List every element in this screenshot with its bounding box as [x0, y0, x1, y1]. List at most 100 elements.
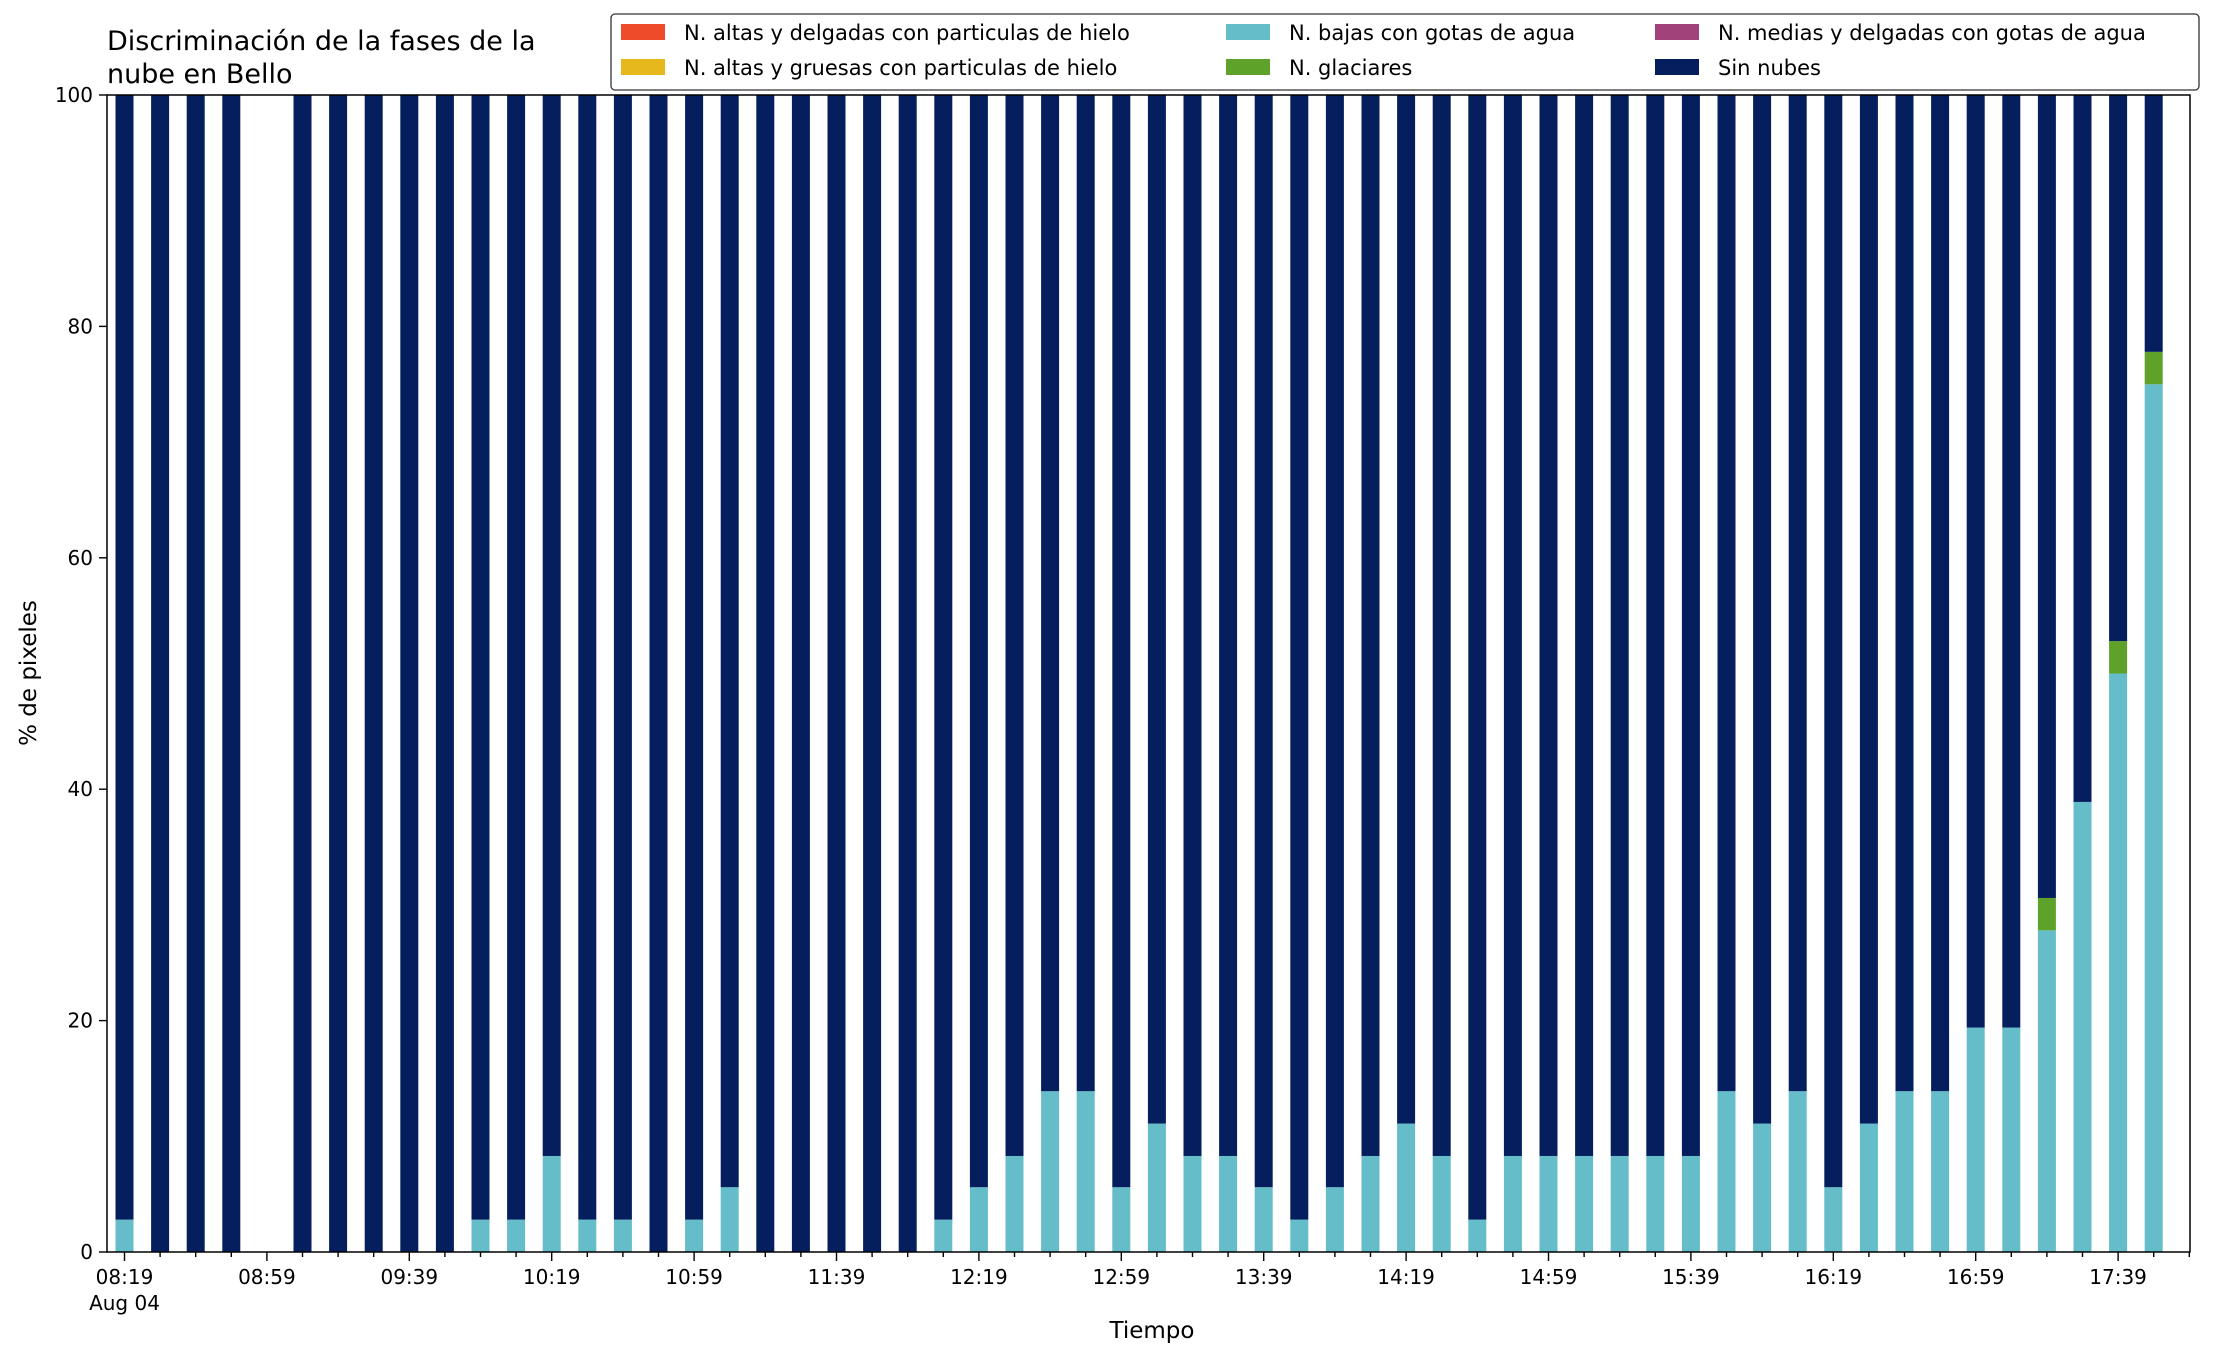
legend-swatch-2: [1226, 24, 1270, 40]
x-tick-label-0: 08:19: [96, 1265, 154, 1289]
legend-label-4: N. medias y delgadas con gotas de agua: [1718, 21, 2146, 45]
x-tick-label-5: 11:39: [808, 1265, 866, 1289]
bar-segment-44-s5: [1681, 95, 1700, 1156]
legend-label-2: N. bajas con gotas de agua: [1289, 21, 1575, 45]
bar-segment-0-s2: [115, 1219, 134, 1252]
bar-segment-24-s2: [969, 1187, 988, 1252]
bar-segment-10-s2: [471, 1219, 490, 1252]
bar-segment-39-s5: [1503, 95, 1522, 1156]
bar-segment-32-s2: [1254, 1187, 1273, 1252]
bar-segment-26-s2: [1041, 1091, 1060, 1252]
bar-segment-2-s5: [186, 95, 205, 1252]
bar-segment-54-s3: [2037, 897, 2056, 931]
bar-segment-6-s5: [329, 95, 348, 1252]
bar-segment-34-s2: [1325, 1187, 1344, 1252]
bar-segment-16-s5: [685, 95, 704, 1220]
bar-segment-12-s5: [542, 95, 561, 1156]
bar-segment-47-s2: [1788, 1091, 1807, 1252]
bar-segment-25-s2: [1005, 1155, 1024, 1252]
x-axis-label: Tiempo: [1109, 1318, 1195, 1344]
legend-label-3: N. glaciares: [1289, 56, 1412, 80]
bar-segment-17-s2: [720, 1187, 739, 1252]
bar-segment-33-s2: [1290, 1219, 1309, 1252]
bar-segment-27-s2: [1076, 1091, 1095, 1252]
bar-segment-57-s3: [2144, 351, 2163, 385]
bar-segment-18-s5: [756, 95, 775, 1252]
bar-segment-0-s5: [115, 95, 134, 1220]
bar-segment-42-s2: [1610, 1155, 1629, 1252]
bar-segment-41-s5: [1575, 95, 1594, 1156]
bar-segment-55-s2: [2073, 801, 2092, 1252]
bar-segment-34-s5: [1325, 95, 1344, 1188]
bar-segment-51-s2: [1931, 1091, 1950, 1252]
bar-segment-17-s5: [720, 95, 739, 1188]
bar-segment-56-s2: [2109, 673, 2128, 1252]
bar-segment-30-s5: [1183, 95, 1202, 1156]
bar-segment-39-s2: [1503, 1155, 1522, 1252]
bar-segment-49-s5: [1859, 95, 1878, 1124]
bar-segment-53-s5: [2002, 95, 2021, 1028]
bar-segment-43-s5: [1646, 95, 1665, 1156]
plot-frame: [106, 94, 2191, 1253]
x-axis: 08:19 08:59 09:39 10:19 10:59 11:39 12:19 12:59…: [89, 1252, 2191, 1315]
bar-segment-51-s5: [1931, 95, 1950, 1092]
bar-segment-40-s2: [1539, 1155, 1558, 1252]
bar-segment-46-s2: [1753, 1123, 1772, 1252]
bar-segment-5-s5: [293, 95, 312, 1252]
x-tick-label-11: 15:39: [1662, 1265, 1720, 1289]
bar-segment-25-s5: [1005, 95, 1024, 1156]
bar-segment-56-s5: [2109, 95, 2128, 642]
bar-segment-33-s5: [1290, 95, 1309, 1220]
bar-segment-43-s2: [1646, 1155, 1665, 1252]
bar-segment-14-s2: [613, 1219, 632, 1252]
x-tick-label-12: 16:19: [1804, 1265, 1862, 1289]
y-axis-label: % de pixeles: [16, 600, 42, 746]
x-tick-label-3: 10:19: [523, 1265, 581, 1289]
bar-segment-52-s2: [1966, 1027, 1985, 1252]
bar-segment-30-s2: [1183, 1155, 1202, 1252]
bar-segment-48-s5: [1824, 95, 1843, 1188]
bar-segment-28-s5: [1112, 95, 1131, 1188]
bar-segment-14-s5: [613, 95, 632, 1220]
bar-segment-3-s5: [222, 95, 241, 1252]
bar-segment-46-s5: [1753, 95, 1772, 1124]
bar-segment-53-s2: [2002, 1027, 2021, 1252]
bar-segment-36-s2: [1397, 1123, 1416, 1252]
x-tick-label-14: 17:39: [2089, 1265, 2147, 1289]
bar-segment-32-s5: [1254, 95, 1273, 1188]
legend-label-5: Sin nubes: [1718, 56, 1821, 80]
bar-segment-48-s2: [1824, 1187, 1843, 1252]
bar-segment-27-s5: [1076, 95, 1095, 1092]
bar-segment-23-s5: [934, 95, 953, 1220]
bar-segment-31-s2: [1219, 1155, 1238, 1252]
y-tick-label-1: 20: [68, 1009, 93, 1033]
bar-segment-15-s5: [649, 95, 668, 1252]
legend-swatch-3: [1226, 59, 1270, 75]
x-tick-label-10: 14:59: [1520, 1265, 1578, 1289]
y-tick-label-2: 40: [68, 777, 93, 801]
legend-swatch-5: [1655, 59, 1699, 75]
legend: N. altas y delgadas con particulas de hi…: [610, 13, 2200, 91]
bar-segment-9-s5: [435, 95, 454, 1252]
legend-swatch-1: [621, 59, 665, 75]
bar-segment-12-s2: [542, 1155, 561, 1252]
x-tick-label-13: 16:59: [1947, 1265, 2005, 1289]
bar-segment-26-s5: [1041, 95, 1060, 1092]
bar-segment-22-s5: [898, 95, 917, 1252]
y-tick-label-3: 60: [68, 546, 93, 570]
bar-segment-38-s2: [1468, 1219, 1487, 1252]
bar-segment-35-s5: [1361, 95, 1380, 1156]
legend-label-0: N. altas y delgadas con particulas de hi…: [684, 21, 1130, 45]
bar-segment-8-s5: [400, 95, 419, 1252]
x-tick-sublabel: Aug 04: [89, 1291, 160, 1315]
bar-segment-50-s2: [1895, 1091, 1914, 1252]
bar-segment-37-s5: [1432, 95, 1451, 1156]
legend-swatch-4: [1655, 24, 1699, 40]
bar-segment-56-s3: [2109, 641, 2128, 674]
x-tick-label-7: 12:59: [1092, 1265, 1150, 1289]
y-tick-label-4: 80: [68, 314, 93, 338]
y-axis: 0 20 40 60 80 100: [55, 83, 107, 1264]
bar-segment-13-s2: [578, 1219, 597, 1252]
y-tick-label-0: 0: [80, 1240, 93, 1264]
